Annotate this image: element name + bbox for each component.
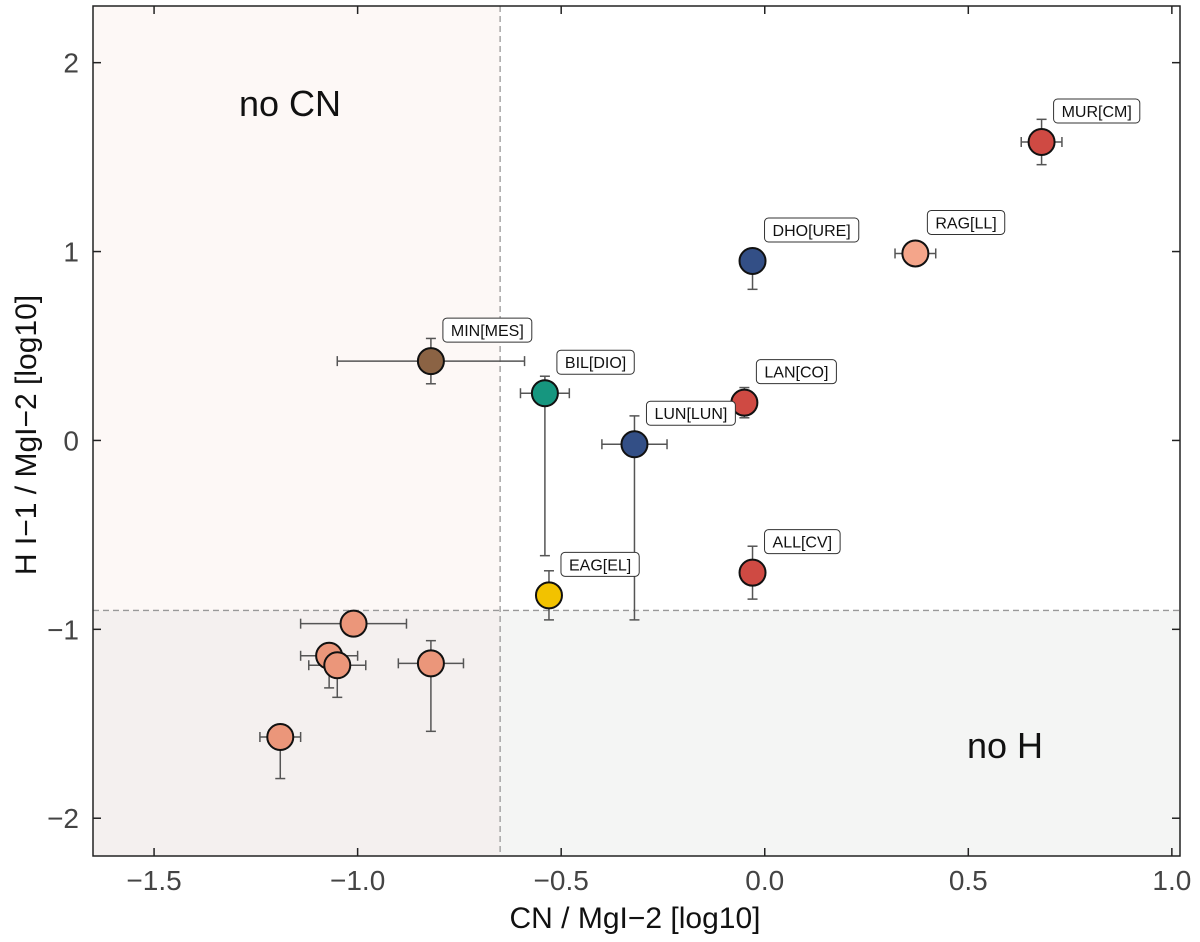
point-label-bil-dio: BIL[DIO] [556, 349, 635, 375]
point-label-lun-lun: LUN[LUN] [645, 400, 736, 426]
x-tick-label: 0.5 [949, 865, 988, 896]
data-point-dho-ure [738, 247, 767, 275]
data-point-unlabeled-11 [323, 651, 352, 680]
plot-frame-layer [92, 5, 1181, 857]
point-label-min-mes: MIN[MES] [442, 317, 533, 343]
point-label-text: MUR[CM] [1062, 104, 1132, 121]
x-tick-label: −1.0 [330, 865, 385, 896]
y-tick-label: 2 [63, 48, 79, 79]
y-tick-label: 0 [63, 425, 79, 456]
y-axis-label: H I−1 / MgI−2 [log10] [10, 295, 43, 575]
point-label-box [556, 349, 635, 375]
y-tick-label: −1 [47, 614, 79, 645]
regions-layer [93, 6, 1181, 856]
points-layer [266, 128, 1056, 751]
point-label-box [764, 529, 841, 555]
data-point-bil-dio [530, 379, 559, 408]
tick-layer: −1.5 −1.0 −0.5 0.0 0.5 1.0 −2 −1 0 1 2 [47, 6, 1191, 896]
data-point-all-cv [738, 558, 767, 587]
point-label-text: MIN[MES] [451, 323, 524, 340]
point-label-box [442, 317, 533, 343]
point-label-text: BIL[DIO] [565, 355, 626, 372]
point-label-rag-ll: RAG[LL] [926, 209, 1006, 235]
point-label-all-cv: ALL[CV] [764, 529, 841, 555]
point-label-eag-el: EAG[EL] [560, 551, 640, 577]
data-point-rag-ll [901, 239, 930, 268]
point-label-layer: MUR[CM] RAG[LL] DHO[URE] MIN[MES] BIL[DIO] LA… [442, 98, 1141, 577]
region-label-no-cn: no CN [239, 83, 341, 124]
point-label-mur-cm: MUR[CM] [1053, 98, 1141, 124]
threshold-layer [93, 6, 1180, 856]
x-tick-label: −0.5 [534, 865, 589, 896]
point-label-text: DHO[URE] [773, 223, 851, 240]
x-tick-label: 0.0 [745, 865, 784, 896]
data-point-min-mes [416, 347, 445, 376]
region-no-cn [93, 6, 501, 611]
x-tick-label: −1.5 [126, 865, 181, 896]
data-point-unlabeled-12 [416, 649, 445, 678]
point-label-text: LAN[CO] [764, 365, 828, 382]
point-label-text: LUN[LUN] [654, 406, 727, 423]
plot-frame [92, 5, 1181, 857]
point-label-box [1053, 98, 1141, 124]
data-point-mur-cm [1027, 128, 1056, 156]
y-tick-label: −2 [47, 803, 79, 834]
point-label-box [764, 217, 860, 243]
data-point-unlabeled-9 [339, 609, 368, 638]
data-point-eag-el [534, 581, 563, 610]
point-label-text: EAG[EL] [569, 557, 631, 574]
point-label-box [926, 209, 1006, 235]
point-label-text: ALL[CV] [773, 535, 833, 552]
x-tick-label: 1.0 [1152, 865, 1191, 896]
region-no-h [500, 610, 1181, 856]
point-label-box [645, 400, 736, 426]
data-point-lun-lun [620, 430, 649, 459]
point-label-text: RAG[LL] [935, 215, 996, 232]
x-axis-label: CN / MgI−2 [log10] [510, 902, 761, 935]
data-point-unlabeled-13 [266, 723, 295, 751]
point-label-box [755, 359, 837, 385]
region-both [93, 610, 501, 856]
y-tick-label: 1 [63, 237, 79, 268]
point-label-box [560, 551, 640, 577]
point-label-lan-co: LAN[CO] [755, 359, 837, 385]
point-label-dho-ure: DHO[URE] [764, 217, 860, 243]
region-label-no-h: no H [967, 725, 1043, 766]
